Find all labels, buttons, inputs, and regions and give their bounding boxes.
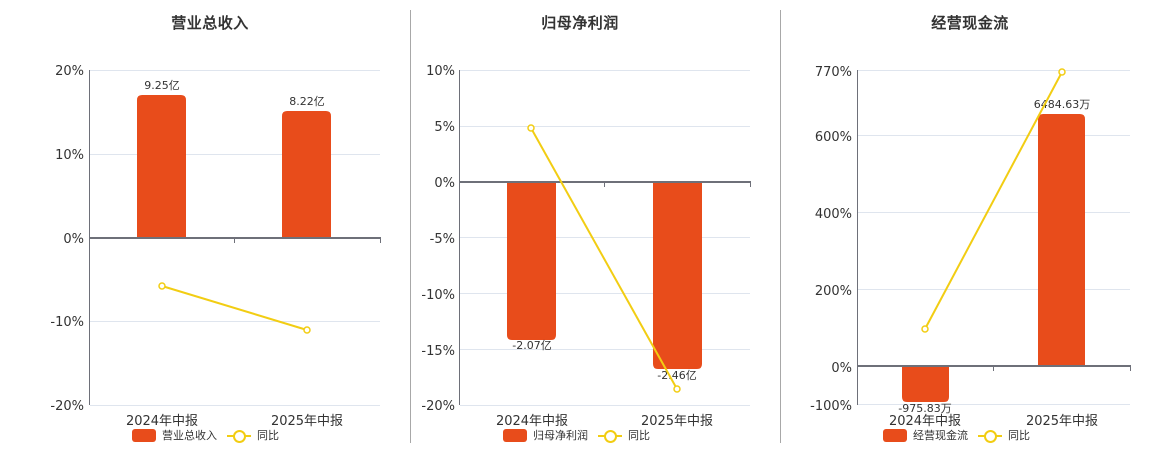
y-axis-ticks: 20% 10% 0% -10% -20% <box>50 64 84 414</box>
yoy-point[interactable] <box>1058 68 1066 76</box>
yoy-point[interactable] <box>921 325 929 333</box>
y-tick: 0% <box>831 361 852 376</box>
legend-bar-swatch[interactable] <box>503 428 527 442</box>
legend-line-icon[interactable] <box>978 429 1002 443</box>
legend-line-icon[interactable] <box>227 429 251 443</box>
legend-bar-label[interactable]: 营业总收入 <box>162 429 217 442</box>
bar-value-label: 8.22亿 <box>289 95 325 108</box>
x-category: 2024年中报 <box>126 414 198 429</box>
bar-2025[interactable] <box>282 111 331 238</box>
y-axis-ticks: 770% 600% 400% 200% 0% -100% <box>810 65 852 414</box>
yoy-line <box>161 285 308 331</box>
y-tick: 10% <box>426 64 455 79</box>
x-category: 2025年中报 <box>271 414 343 429</box>
y-tick: 600% <box>815 130 852 145</box>
separator <box>780 10 781 443</box>
bar-2024[interactable] <box>902 366 949 402</box>
legend-line-label[interactable]: 同比 <box>1008 429 1030 442</box>
yoy-point[interactable] <box>303 326 311 334</box>
bar-value-label: -2.46亿 <box>657 369 696 382</box>
legend: 经营现金流 同比 <box>883 427 1030 443</box>
legend-line-label[interactable]: 同比 <box>628 429 650 442</box>
legend-bar-swatch[interactable] <box>883 428 907 442</box>
y-tick: 0% <box>63 232 84 247</box>
legend-bar-label[interactable]: 经营现金流 <box>913 429 968 442</box>
legend-line-label[interactable]: 同比 <box>257 429 279 442</box>
chart-panel-operating-cash-flow: 经营现金流 770% 600% 400% 200% 0% -100% -975.… <box>780 0 1160 450</box>
y-tick: 400% <box>815 207 852 222</box>
legend-bar-swatch[interactable] <box>132 428 156 442</box>
chart-svg-cash-flow: 770% 600% 400% 200% 0% -100% -975.83万 64… <box>810 65 1131 429</box>
legend: 归母净利润 同比 <box>503 427 650 443</box>
chart-title: 经营现金流 <box>931 14 1009 32</box>
bar-value-label: -975.83万 <box>898 402 951 415</box>
y-tick: 200% <box>815 284 852 299</box>
chart-title: 营业总收入 <box>171 14 249 32</box>
y-tick: -100% <box>810 399 852 414</box>
y-tick: 5% <box>434 120 455 135</box>
bar-2024[interactable] <box>137 95 186 238</box>
x-category: 2025年中报 <box>1026 414 1098 429</box>
chart-svg-net-profit: 10% 5% 0% -5% -10% -15% -20% -2.07亿 -2.4… <box>421 64 751 429</box>
legend-bar-label[interactable]: 归母净利润 <box>533 429 588 442</box>
bar-value-label: 6484.63万 <box>1034 98 1091 111</box>
y-tick: 0% <box>434 176 455 191</box>
chart-panel-revenue: 营业总收入 20% 10% 0% -10% -20% 9.25亿 8.22亿 <box>0 0 410 450</box>
y-tick: -20% <box>50 399 84 414</box>
bar-value-label: -2.07亿 <box>512 339 551 352</box>
yoy-point[interactable] <box>527 124 535 132</box>
y-axis-ticks: 10% 5% 0% -5% -10% -15% -20% <box>421 64 455 414</box>
bar-2025[interactable] <box>1038 114 1085 366</box>
bar-2024[interactable] <box>507 182 556 340</box>
y-tick: -10% <box>421 288 455 303</box>
yoy-point[interactable] <box>673 385 681 393</box>
x-category: 2024年中报 <box>889 414 961 429</box>
legend: 营业总收入 同比 <box>132 427 279 443</box>
yoy-point[interactable] <box>158 282 166 290</box>
y-tick: 20% <box>55 64 84 79</box>
separator <box>410 10 411 443</box>
y-tick: -20% <box>421 399 455 414</box>
y-tick: -15% <box>421 344 455 359</box>
yoy-line <box>924 71 1063 330</box>
bar-2025[interactable] <box>653 182 702 369</box>
chart-title: 归母净利润 <box>541 14 619 32</box>
yoy-line <box>530 127 678 390</box>
chart-svg-revenue: 20% 10% 0% -10% -20% 9.25亿 8.22亿 2024年中报… <box>50 64 381 429</box>
bar-value-label: 9.25亿 <box>144 79 180 92</box>
y-tick: 770% <box>815 65 852 80</box>
chart-panel-net-profit: 归母净利润 10% 5% 0% -5% -10% -15% -20% -2.07… <box>410 0 780 450</box>
y-tick: 10% <box>55 148 84 163</box>
x-category: 2024年中报 <box>496 414 568 429</box>
y-tick: -10% <box>50 315 84 330</box>
legend-line-icon[interactable] <box>598 429 622 443</box>
x-category: 2025年中报 <box>641 414 713 429</box>
y-tick: -5% <box>430 232 455 247</box>
